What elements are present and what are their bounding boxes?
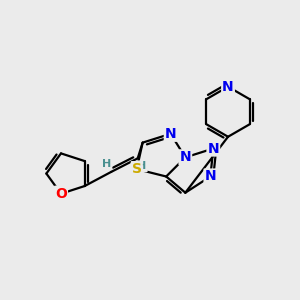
Text: H: H [102,159,111,169]
Text: N: N [222,80,234,94]
Text: S: S [132,162,142,176]
Text: O: O [55,187,67,201]
Text: N: N [208,142,219,155]
Text: N: N [205,169,216,184]
Text: H: H [137,161,147,171]
Text: N: N [179,150,191,164]
Text: N: N [165,127,176,141]
